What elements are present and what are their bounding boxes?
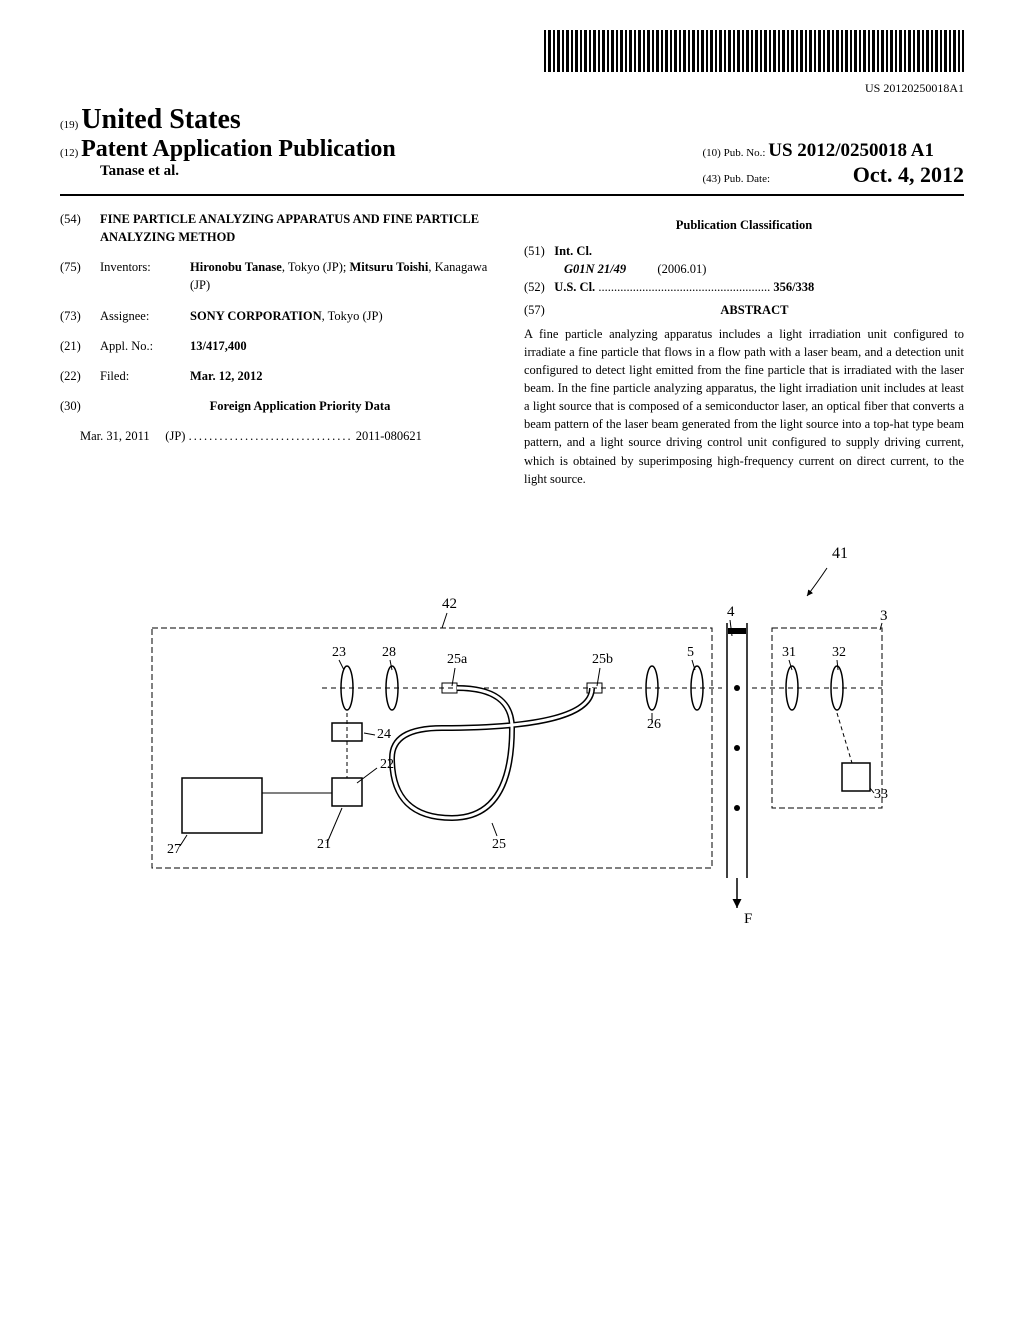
filed-num: (22)	[60, 367, 100, 385]
header-left: (12) Patent Application Publication Tana…	[60, 136, 396, 180]
invention-title: FINE PARTICLE ANALYZING APPARATUS AND FI…	[100, 210, 500, 246]
priority-country: (JP)	[165, 429, 185, 443]
assignee-row: (73) Assignee: SONY CORPORATION, Tokyo (…	[60, 307, 500, 325]
header-country-line: (19) United States	[60, 104, 964, 136]
patent-figure: 41 42 3 4 F 23 28 25a 25b	[132, 528, 892, 948]
uscl-value: 356/338	[773, 280, 814, 294]
fig-label-27: 27	[167, 842, 181, 857]
pubno-line: (10) Pub. No.: US 2012/0250018 A1	[703, 140, 964, 162]
fig-label-42: 42	[442, 596, 457, 612]
date-value: Oct. 4, 2012	[853, 162, 964, 187]
fig-label-22: 22	[380, 757, 394, 772]
two-col: (54) FINE PARTICLE ANALYZING APPARATUS A…	[60, 210, 964, 488]
inventors-label: Inventors:	[100, 258, 190, 294]
country-name: United States	[81, 104, 240, 135]
intcl-year: (2006.01)	[657, 262, 706, 276]
pub-num: (12)	[60, 147, 78, 159]
fig-label-23: 23	[332, 645, 346, 660]
date-line: (43) Pub. Date: Oct. 4, 2012	[703, 162, 964, 188]
applno-label: Appl. No.:	[100, 337, 190, 355]
fig-label-5: 5	[687, 645, 694, 660]
intcl-row: (51) Int. Cl.	[524, 242, 964, 260]
header-row: (12) Patent Application Publication Tana…	[60, 136, 964, 188]
priority-date: Mar. 31, 2011	[80, 429, 150, 443]
intcl-code-row: G01N 21/49 (2006.01)	[564, 260, 964, 278]
assignee-name: SONY CORPORATION	[190, 309, 322, 323]
date-label: Pub. Date:	[724, 173, 770, 185]
filed-value: Mar. 12, 2012	[190, 367, 500, 385]
pubno-label: Pub. No.:	[724, 147, 766, 159]
pub-label: Patent Application Publication	[81, 136, 396, 162]
authors: Tanase et al.	[100, 163, 396, 180]
uscl-num: (52)	[524, 280, 545, 294]
pubno-num: (10)	[703, 147, 721, 159]
left-col: (54) FINE PARTICLE ANALYZING APPARATUS A…	[60, 210, 500, 488]
fig-label-4: 4	[727, 604, 735, 620]
fig-label-25a: 25a	[447, 652, 468, 667]
applno-num: (21)	[60, 337, 100, 355]
fig-label-31: 31	[782, 645, 796, 660]
assignee-value: SONY CORPORATION, Tokyo (JP)	[190, 307, 500, 325]
priority-heading: Foreign Application Priority Data	[100, 397, 500, 415]
assignee-label: Assignee:	[100, 307, 190, 325]
title-row: (54) FINE PARTICLE ANALYZING APPARATUS A…	[60, 210, 500, 246]
fig-label-28: 28	[382, 645, 396, 660]
barcode-graphic	[544, 30, 964, 72]
fig-label-3: 3	[880, 608, 888, 624]
pubno-value: US 2012/0250018 A1	[768, 140, 934, 161]
header-right: (10) Pub. No.: US 2012/0250018 A1 (43) P…	[703, 140, 964, 188]
country-num: (19)	[60, 119, 78, 131]
inventor2: Mitsuru Toishi	[349, 260, 428, 274]
pub-line: (12) Patent Application Publication	[60, 136, 396, 163]
applno-row: (21) Appl. No.: 13/417,400	[60, 337, 500, 355]
applno-bold: 13/417,400	[190, 339, 247, 353]
figure-area: 41 42 3 4 F 23 28 25a 25b	[60, 528, 964, 953]
inventor1: Hironobu Tanase	[190, 260, 282, 274]
abstract-num: (57)	[524, 301, 545, 319]
fig-label-41: 41	[832, 545, 848, 562]
priority-value: 2011-080621	[356, 429, 422, 443]
priority-data-row: Mar. 31, 2011 (JP) .....................…	[80, 427, 500, 445]
fig-label-32: 32	[832, 645, 846, 660]
priority-heading-row: (30) Foreign Application Priority Data	[60, 397, 500, 415]
filed-bold: Mar. 12, 2012	[190, 369, 262, 383]
uscl-label: U.S. Cl.	[554, 280, 595, 294]
pubclass-heading: Publication Classification	[524, 216, 964, 234]
inventors-row: (75) Inventors: Hironobu Tanase, Tokyo (…	[60, 258, 500, 294]
inventors-num: (75)	[60, 258, 100, 294]
priority-num: (30)	[60, 397, 100, 415]
title-num: (54)	[60, 210, 100, 246]
intcl-code: G01N 21/49	[564, 262, 626, 276]
intcl-label: Int. Cl.	[554, 244, 592, 258]
priority-dots: ................................	[189, 429, 353, 443]
assignee-num: (73)	[60, 307, 100, 325]
abstract-text: A fine particle analyzing apparatus incl…	[524, 325, 964, 488]
uscl-dots: ........................................…	[598, 280, 770, 294]
divider-rule	[60, 194, 964, 196]
barcode-area	[60, 30, 964, 77]
filed-label: Filed:	[100, 367, 190, 385]
abstract-heading-row: (57) ABSTRACT	[524, 297, 964, 325]
right-col: Publication Classification (51) Int. Cl.…	[524, 210, 964, 488]
abstract-heading: ABSTRACT	[545, 301, 964, 319]
intcl-num: (51)	[524, 244, 545, 258]
filed-row: (22) Filed: Mar. 12, 2012	[60, 367, 500, 385]
fig-label-24: 24	[377, 727, 391, 742]
fig-label-33: 33	[874, 787, 888, 802]
fig-label-F: F	[744, 911, 752, 927]
applno-value: 13/417,400	[190, 337, 500, 355]
fig-label-25: 25	[492, 837, 506, 852]
fig-label-26: 26	[647, 717, 661, 732]
barcode-number: US 20120250018A1	[60, 81, 964, 96]
uscl-row: (52) U.S. Cl. ..........................…	[524, 278, 964, 296]
date-num: (43)	[703, 173, 721, 185]
fig-label-25b: 25b	[592, 652, 613, 667]
inventors-value: Hironobu Tanase, Tokyo (JP); Mitsuru Toi…	[190, 258, 500, 294]
